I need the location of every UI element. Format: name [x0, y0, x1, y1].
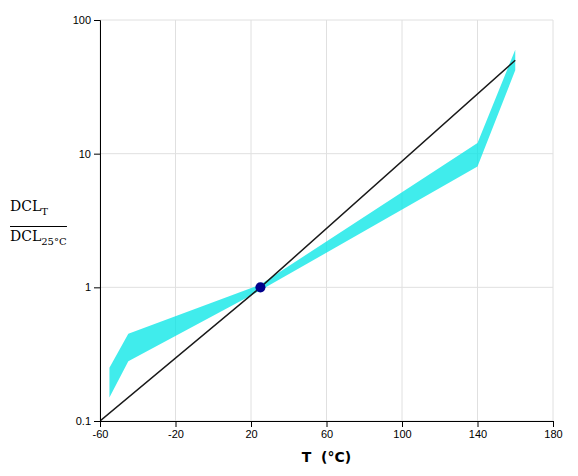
y-tick: 10: [79, 148, 100, 160]
plot-area: [100, 50, 515, 421]
y-tick-label: 0.1: [76, 415, 91, 427]
x-tick-label: 20: [245, 428, 257, 440]
y-axis: 0.1 1 10 100: [73, 14, 101, 427]
y-axis-line: [94, 21, 101, 422]
x-tick: 100: [393, 421, 411, 440]
y-tick-label: 1: [85, 281, 91, 293]
x-tick: 180: [544, 421, 562, 440]
x-axis: -60 -20 20 60 100 140 180: [93, 421, 563, 440]
grid-line-x: [175, 20, 176, 421]
x-tick-mark: [478, 421, 479, 427]
grid-line-y: [100, 287, 553, 288]
grid-line-y: [100, 153, 553, 154]
y-axis-label: DCL25°C: [10, 228, 67, 247]
point: [255, 282, 265, 292]
y-tick-mark: [94, 421, 100, 422]
grid-line-x: [477, 20, 478, 421]
x-tick: -60: [93, 421, 109, 440]
y-tick-mark: [94, 20, 100, 21]
x-tick-mark: [176, 421, 177, 427]
y-tick: 1: [85, 281, 100, 293]
x-tick-label: 100: [393, 428, 411, 440]
y-tick: 0.1: [76, 415, 100, 427]
x-tick-label: 60: [321, 428, 333, 440]
x-tick-label: 180: [544, 428, 562, 440]
x-axis-label: T (°C): [302, 449, 351, 465]
x-tick-label: -60: [93, 428, 109, 440]
y-tick-label: 10: [79, 148, 91, 160]
y-tick-mark: [94, 287, 100, 288]
x-tick: 140: [469, 421, 487, 440]
x-tick-label: -20: [168, 428, 184, 440]
x-axis-line: [101, 422, 554, 428]
chart: -60-2020601001401800.1110100T (°C)DCLTDC…: [0, 0, 578, 476]
y-tick-label: 100: [73, 14, 91, 26]
x-tick: -20: [168, 421, 184, 440]
y-axis-label-overline: [10, 226, 67, 227]
grid-line-x: [553, 20, 554, 421]
y-axis-label: DCLT: [10, 198, 48, 217]
grid-line-y: [100, 20, 553, 21]
y-axis-label-sub: 25°C: [41, 236, 67, 247]
x-tick: 60: [321, 421, 333, 440]
grid: [100, 20, 553, 421]
grid-line-x: [251, 20, 252, 421]
y-tick-mark: [94, 154, 100, 155]
x-tick-mark: [553, 421, 554, 427]
line: [100, 60, 515, 421]
x-tick-mark: [251, 421, 252, 427]
y-axis-label-main: DCL: [10, 228, 41, 244]
y-tick: 100: [73, 14, 100, 26]
y-axis-label-sub: T: [41, 206, 48, 217]
grid-line-x: [326, 20, 327, 421]
x-tick-label: 140: [469, 428, 487, 440]
x-tick-mark: [402, 421, 403, 427]
x-tick-mark: [327, 421, 328, 427]
band: [109, 50, 515, 398]
y-axis-label-main: DCL: [10, 198, 41, 214]
grid-line-x: [402, 20, 403, 421]
x-tick: 20: [245, 421, 257, 440]
